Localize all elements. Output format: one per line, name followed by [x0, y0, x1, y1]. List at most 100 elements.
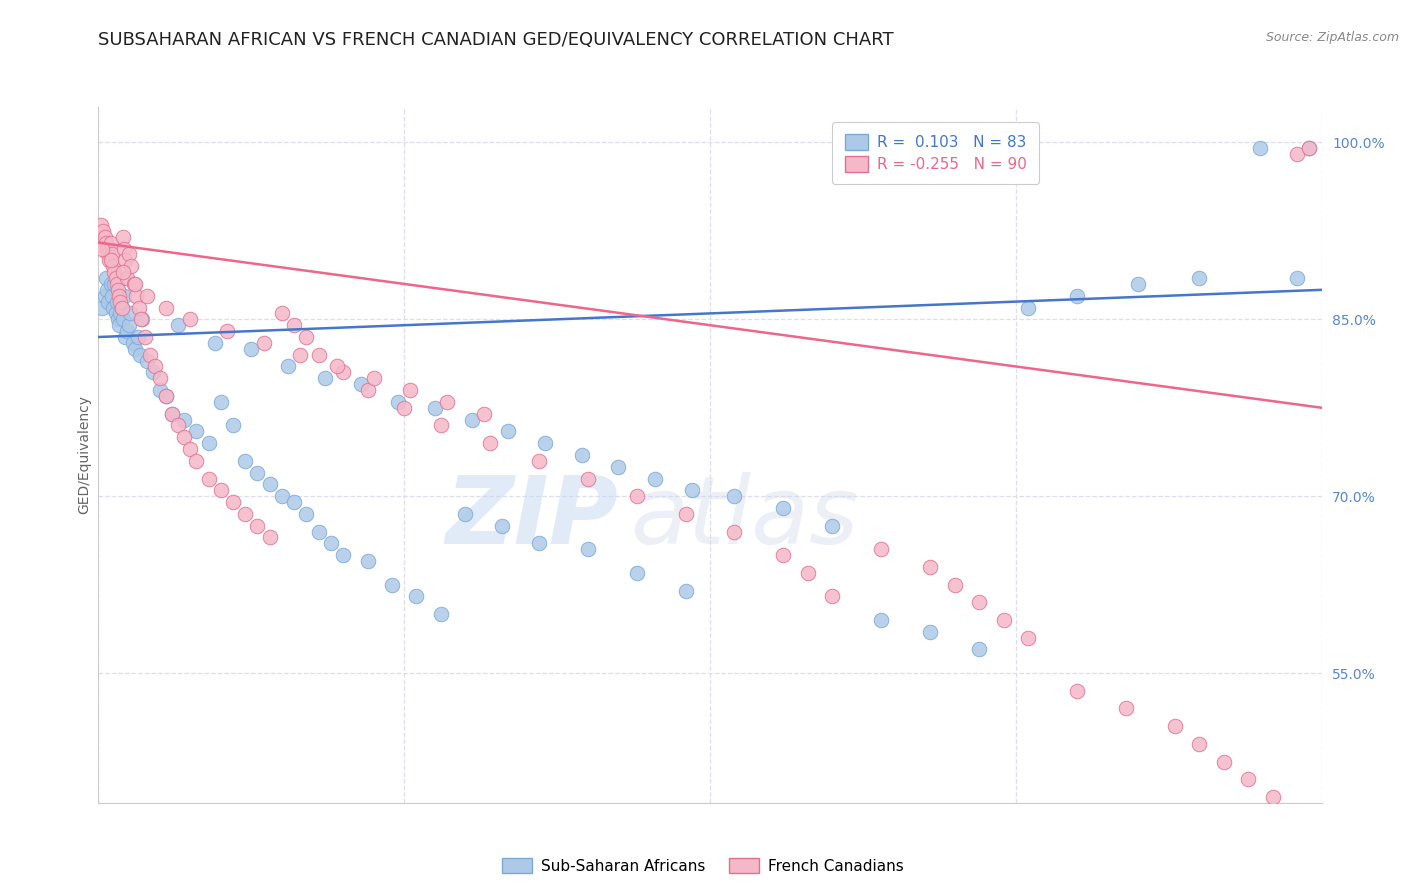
Point — [91, 242, 114, 256]
Point — [114, 330, 136, 344]
Point — [222, 418, 245, 433]
Point — [576, 471, 599, 485]
Point — [399, 383, 422, 397]
Point — [114, 253, 136, 268]
Point — [105, 294, 128, 309]
Point — [993, 613, 1015, 627]
Point — [405, 590, 427, 604]
Point — [233, 507, 256, 521]
Point — [131, 312, 153, 326]
Point — [491, 518, 513, 533]
Point — [1250, 141, 1272, 155]
Point — [91, 224, 114, 238]
Point — [233, 454, 256, 468]
Point — [160, 407, 183, 421]
Point — [772, 548, 794, 562]
Text: ZIP: ZIP — [446, 472, 619, 564]
Point — [155, 301, 177, 315]
Point — [173, 412, 195, 426]
Point — [155, 389, 177, 403]
Legend: Sub-Saharan Africans, French Canadians: Sub-Saharan Africans, French Canadians — [496, 852, 910, 880]
Point — [105, 277, 128, 291]
Point — [160, 407, 183, 421]
Point — [122, 277, 145, 291]
Point — [1115, 701, 1137, 715]
Point — [197, 471, 219, 485]
Point — [1212, 755, 1234, 769]
Point — [772, 500, 794, 515]
Point — [97, 247, 120, 261]
Point — [387, 395, 409, 409]
Point — [149, 383, 172, 397]
Point — [943, 577, 966, 591]
Point — [967, 595, 990, 609]
Point — [108, 318, 131, 333]
Point — [496, 425, 519, 439]
Point — [97, 294, 120, 309]
Point — [121, 335, 143, 350]
Point — [363, 371, 385, 385]
Point — [571, 448, 593, 462]
Point — [124, 342, 146, 356]
Point — [179, 312, 201, 326]
Point — [128, 301, 150, 315]
Point — [350, 377, 373, 392]
Point — [576, 542, 599, 557]
Point — [332, 548, 354, 562]
Point — [136, 353, 159, 368]
Point — [209, 483, 232, 498]
Point — [222, 495, 245, 509]
Point — [246, 466, 269, 480]
Point — [101, 289, 124, 303]
Point — [821, 518, 844, 533]
Point — [283, 495, 305, 509]
Point — [125, 289, 148, 303]
Point — [392, 401, 416, 415]
Point — [118, 247, 141, 261]
Point — [143, 359, 166, 374]
Point — [1128, 277, 1150, 291]
Point — [1066, 289, 1088, 303]
Point — [120, 306, 142, 320]
Point — [246, 518, 269, 533]
Point — [103, 277, 125, 291]
Point — [1017, 631, 1039, 645]
Point — [381, 577, 404, 591]
Point — [129, 348, 152, 362]
Point — [1298, 141, 1320, 155]
Point — [607, 459, 630, 474]
Point — [1066, 683, 1088, 698]
Point — [723, 489, 745, 503]
Point — [283, 318, 305, 333]
Point — [91, 301, 114, 315]
Point — [96, 283, 118, 297]
Point — [478, 436, 501, 450]
Point — [110, 306, 132, 320]
Text: Source: ZipAtlas.com: Source: ZipAtlas.com — [1265, 31, 1399, 45]
Point — [100, 235, 122, 250]
Point — [527, 536, 550, 550]
Point — [270, 306, 294, 320]
Point — [723, 524, 745, 539]
Point — [430, 418, 453, 433]
Point — [319, 536, 342, 550]
Point — [527, 454, 550, 468]
Point — [111, 301, 134, 315]
Point — [356, 383, 378, 397]
Point — [644, 471, 666, 485]
Point — [681, 483, 703, 498]
Point — [167, 418, 190, 433]
Point — [120, 259, 142, 273]
Point — [101, 259, 124, 273]
Point — [332, 365, 354, 379]
Point — [308, 348, 330, 362]
Point — [115, 324, 138, 338]
Point — [295, 330, 318, 344]
Point — [136, 289, 159, 303]
Point — [127, 330, 149, 344]
Point — [115, 271, 138, 285]
Point — [797, 566, 820, 580]
Point — [308, 524, 330, 539]
Point — [111, 229, 134, 244]
Point — [534, 436, 557, 450]
